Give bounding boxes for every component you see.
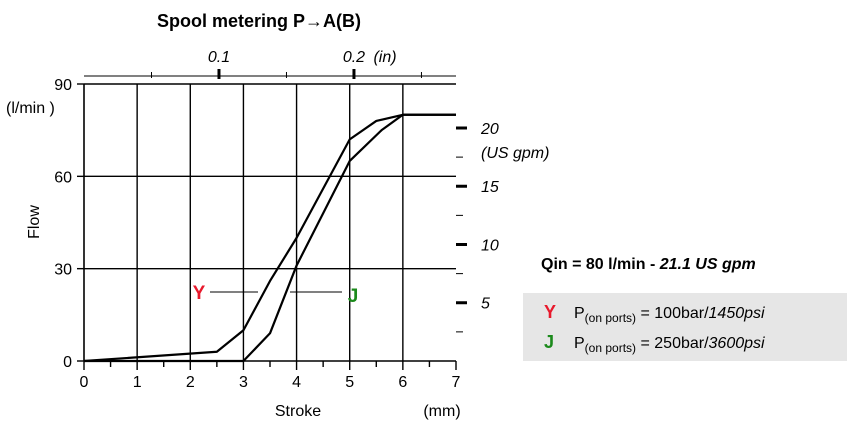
legend-mark-y: Y xyxy=(544,302,557,322)
y-tick-label: 90 xyxy=(54,77,72,94)
legend-label-j: P xyxy=(574,335,585,352)
legend-label-y: P xyxy=(574,305,585,322)
series-line-y xyxy=(83,113,456,363)
x-tick-label: 0 xyxy=(80,374,89,391)
right-axis-label: 10 xyxy=(481,237,499,254)
x-tick-label: 6 xyxy=(398,374,407,391)
series-line-j xyxy=(84,113,456,363)
qin-note: Qin = 80 l/min - 21.1 US gpm xyxy=(541,256,756,274)
y-axis-title: Flow xyxy=(26,205,43,239)
legend xyxy=(523,293,847,361)
chart-title: Spool metering P→A(B) xyxy=(157,11,361,31)
right-axis-label: 5 xyxy=(481,296,490,313)
right-axis-label: 20 xyxy=(480,121,499,138)
x-tick-label: 4 xyxy=(292,374,301,391)
legend-alt-j: 3600psi xyxy=(708,335,765,352)
x-tick-label: 5 xyxy=(345,374,354,391)
top-axis-label: 0.1 xyxy=(208,49,230,66)
legend-sub-j: (on ports) xyxy=(584,341,637,355)
legend-value-y: = 100bar/ xyxy=(636,305,709,322)
legend-value-j: = 250bar/ xyxy=(636,335,709,352)
right-axis-unit: (US gpm) xyxy=(481,145,549,162)
y-tick-label: 0 xyxy=(63,354,72,371)
legend-alt-y: 1450psi xyxy=(708,305,765,322)
right-axis-label: 15 xyxy=(481,179,499,196)
y-tick-label: 30 xyxy=(54,262,72,279)
x-tick-label: 7 xyxy=(452,374,461,391)
x-axis-title: Stroke xyxy=(275,403,321,420)
x-axis-unit: (mm) xyxy=(423,403,460,420)
qin-value: 21.1 US gpm xyxy=(659,256,756,273)
x-tick-label: 2 xyxy=(186,374,195,391)
x-tick-label: 3 xyxy=(239,374,248,391)
legend-item-y: Y P(on ports) = 100bar/1450psi xyxy=(544,302,765,325)
top-axis-unit: (in) xyxy=(373,49,396,66)
series-label-y: Y xyxy=(193,283,206,304)
x-tick-label: 1 xyxy=(133,374,142,391)
legend-item-j: J P(on ports) = 250bar/3600psi xyxy=(544,332,765,355)
top-axis-label: 0.2 xyxy=(343,49,365,66)
legend-sub-y: (on ports) xyxy=(584,311,637,325)
series-label-j: J xyxy=(348,286,359,307)
legend-mark-j: J xyxy=(544,332,555,352)
y-axis-unit: (l/min ) xyxy=(6,100,55,117)
qin-label: Qin = 80 l/min xyxy=(541,256,646,273)
qin-separator: - xyxy=(649,256,656,273)
y-tick-label: 60 xyxy=(54,169,72,186)
